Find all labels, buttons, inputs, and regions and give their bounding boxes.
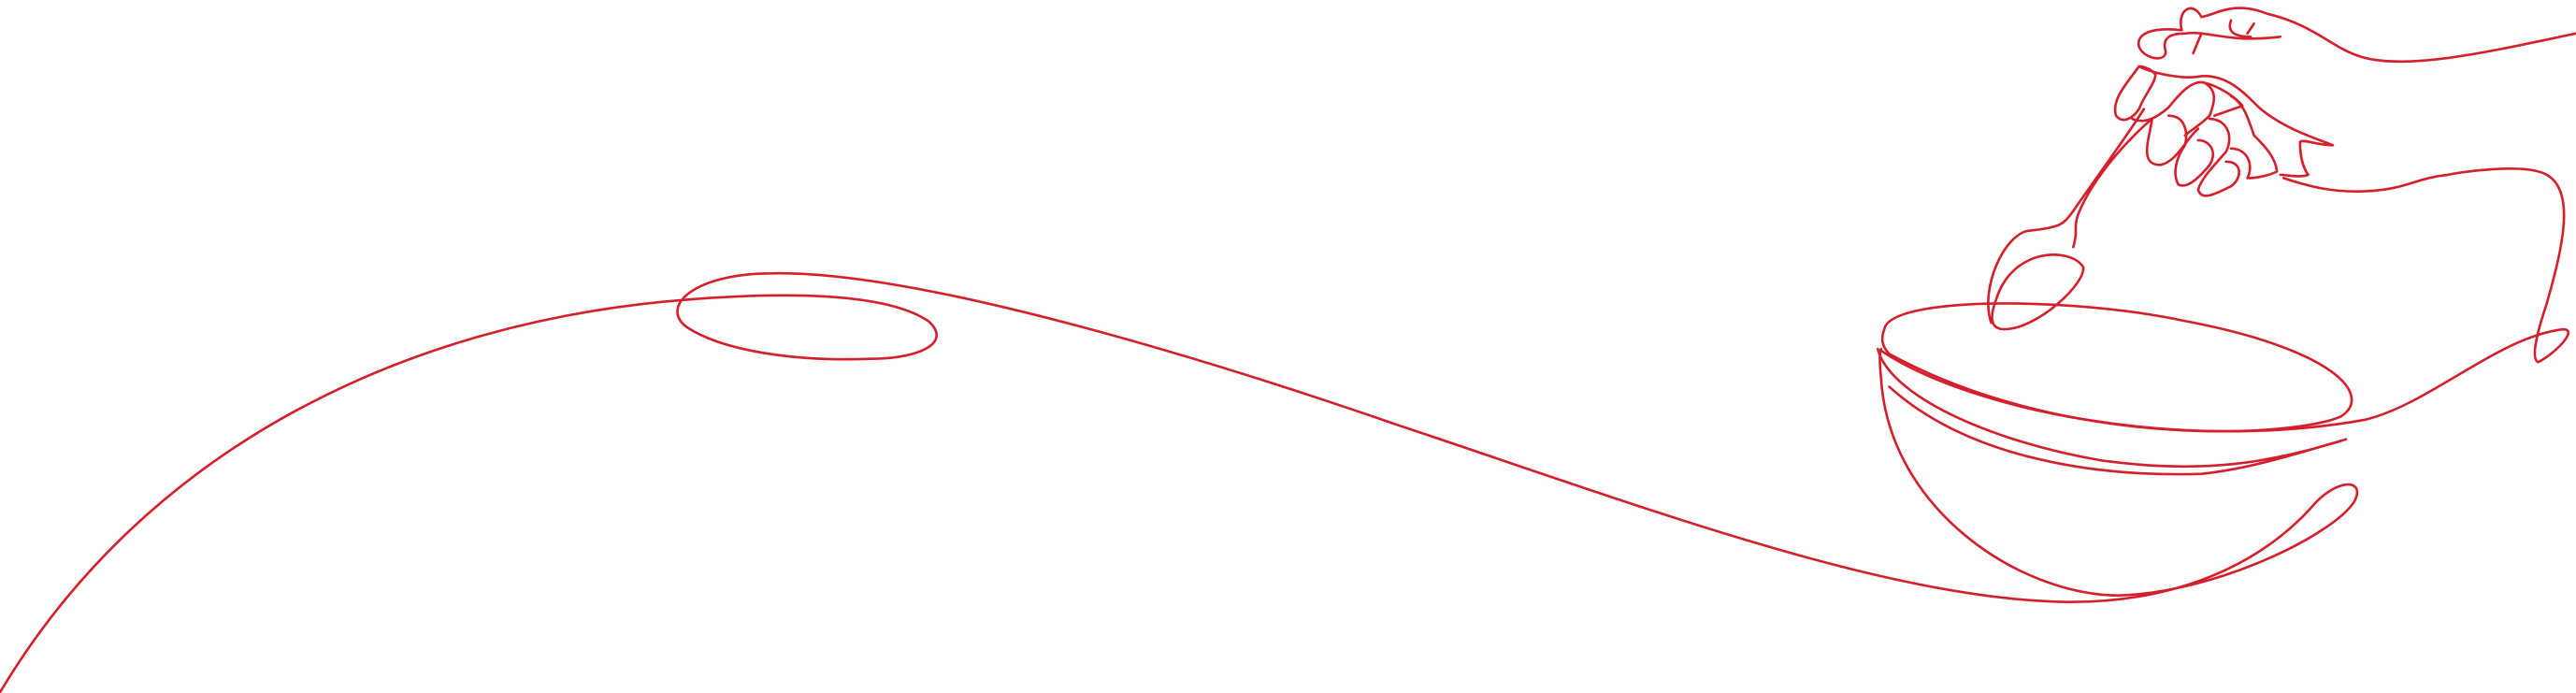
spoon-bowl [1991,253,2085,331]
bowl-lower-rim [1876,347,2348,476]
sweeping-line [0,271,2359,693]
bowl-body [1878,347,2121,598]
hand-fingers [2113,65,2335,197]
bowl-rim [1880,302,2353,433]
spoon-handle [2072,117,2200,249]
bowl-inner-rim [1879,167,2570,433]
hand-outline [2137,7,2576,64]
spoon-head [1987,108,2146,325]
